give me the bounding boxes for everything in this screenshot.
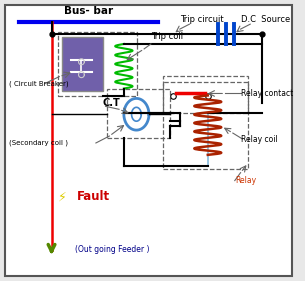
Bar (163, 81, 248, 169)
Text: Trip coil: Trip coil (151, 32, 183, 41)
Text: Relay coil: Relay coil (241, 135, 277, 144)
Text: D.C  Source: D.C Source (241, 15, 290, 24)
Bar (107, 89, 170, 138)
Text: Relay: Relay (235, 176, 256, 185)
Text: (Secondary coil ): (Secondary coil ) (9, 140, 68, 146)
Text: Trip circuit: Trip circuit (180, 15, 224, 24)
Text: Relay contact: Relay contact (241, 89, 293, 98)
Bar (58, 32, 137, 96)
Text: ⚡: ⚡ (58, 191, 66, 204)
Bar (163, 76, 248, 113)
Text: (Out going Feeder ): (Out going Feeder ) (75, 245, 149, 254)
Text: Fault: Fault (77, 190, 110, 203)
Text: ( Circuit Breaker): ( Circuit Breaker) (9, 80, 69, 87)
Bar (62, 37, 103, 92)
Text: Bus- bar: Bus- bar (64, 6, 113, 16)
Text: C.T: C.T (103, 98, 120, 108)
